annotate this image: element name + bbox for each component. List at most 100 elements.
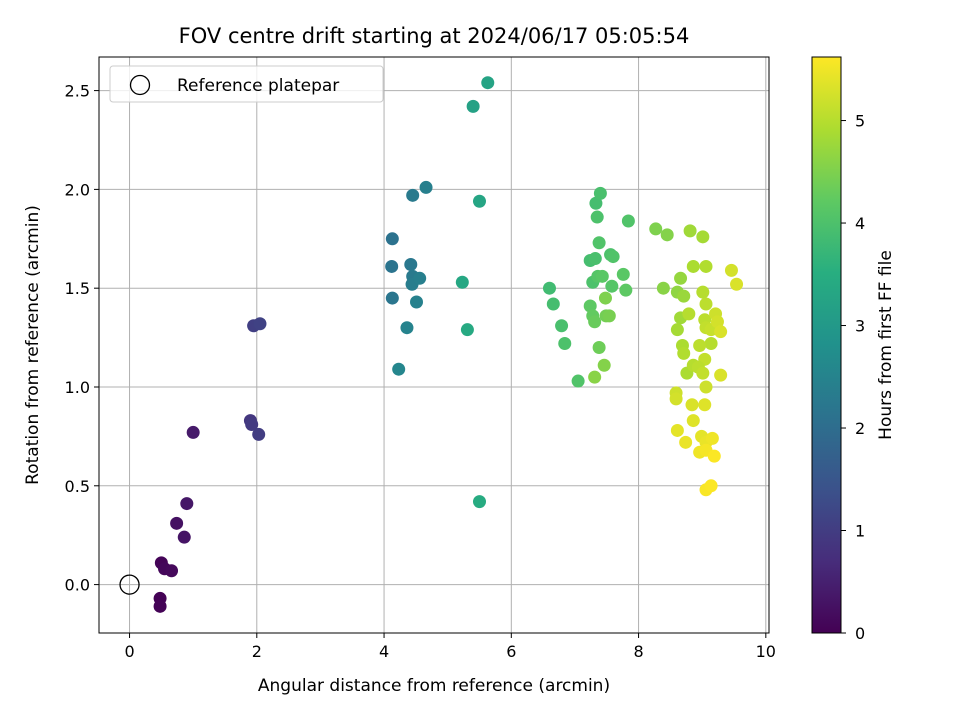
scatter-point [602, 309, 616, 323]
scatter-point [677, 289, 691, 303]
y-axis-ticks: 0.0 0.5 1.0 1.5 2.0 2.5 [65, 82, 99, 595]
scatter-point [177, 530, 191, 544]
scatter-point [542, 281, 556, 295]
scatter-point [670, 423, 684, 437]
scatter-point [253, 317, 267, 331]
scatter-point [619, 283, 633, 297]
y-tick-label: 1.0 [65, 378, 90, 397]
scatter-point [546, 297, 560, 311]
scatter-point [481, 76, 495, 90]
scatter-point [704, 479, 718, 493]
scatter-point [705, 431, 719, 445]
scatter-point [558, 337, 572, 351]
scatter-point [400, 321, 414, 335]
scatter-point [704, 337, 718, 351]
scatter-point [699, 297, 713, 311]
scatter-point [621, 214, 635, 228]
grid [99, 57, 769, 633]
x-tick-label: 2 [252, 642, 262, 661]
legend-marker [129, 74, 151, 96]
colorbar-label: Hours from first FF file [876, 250, 896, 440]
y-tick-label: 0.0 [65, 576, 90, 595]
scatter-point [730, 277, 744, 291]
scatter-point [588, 370, 602, 384]
colorbar: 0 1 2 3 4 5 Hours from first FF file [811, 56, 896, 643]
scatter-point [404, 257, 418, 271]
scatter-point [455, 275, 469, 289]
scatter-point [466, 99, 480, 113]
reference-marker [119, 574, 140, 595]
scatter-point [460, 323, 474, 337]
scatter-point [592, 340, 606, 354]
scatter-point [696, 230, 710, 244]
colorbar-ticks: 0 1 2 3 4 5 [841, 112, 865, 643]
scatter-point [698, 398, 712, 412]
scatter-point [588, 315, 602, 329]
scatter-point [724, 263, 738, 277]
scatter-point [714, 325, 728, 339]
scatter-point [385, 291, 399, 305]
legend-box [109, 65, 384, 103]
y-tick-label: 2.0 [65, 180, 90, 199]
scatter-point [683, 224, 697, 238]
colorbar-tick-label: 2 [855, 419, 865, 438]
x-tick-label: 10 [756, 642, 776, 661]
scatter-point [679, 435, 693, 449]
x-axis-ticks: 0 2 4 6 8 10 [124, 633, 776, 661]
scatter-point [165, 564, 179, 578]
colorbar-tick-label: 0 [855, 624, 865, 643]
scatter-point [714, 368, 728, 382]
colorbar-tick-label: 1 [855, 522, 865, 541]
chart-title: FOV centre drift starting at 2024/06/17 … [179, 24, 690, 48]
scatter-point [170, 516, 184, 530]
plot-frame [98, 56, 770, 634]
scatter-point [153, 599, 167, 613]
scatter-point [419, 180, 433, 194]
scatter-point [686, 259, 700, 273]
scatter-points [153, 76, 744, 613]
scatter-point [660, 228, 674, 242]
scatter-point [682, 307, 696, 321]
scatter-point [616, 267, 630, 281]
scatter-point [696, 285, 710, 299]
scatter-point [252, 427, 266, 441]
y-tick-label: 2.5 [65, 82, 90, 101]
legend-label: Reference platepar [177, 76, 339, 96]
scatter-point [699, 380, 713, 394]
scatter-point [385, 232, 399, 246]
colorbar-tick-label: 4 [855, 214, 865, 233]
y-axis-label: Rotation from reference (arcmin) [23, 205, 43, 485]
scatter-point [392, 362, 406, 376]
scatter-point [590, 210, 604, 224]
scatter-point [606, 250, 620, 264]
scatter-point [649, 222, 663, 236]
scatter-point [696, 366, 710, 380]
scatter-point [595, 269, 609, 283]
scatter-point [685, 398, 699, 412]
colorbar-gradient [811, 56, 842, 634]
x-tick-label: 8 [633, 642, 643, 661]
scatter-point [677, 346, 691, 360]
scatter-point [555, 319, 569, 333]
scatter-point [707, 449, 721, 463]
scatter-point [669, 392, 683, 406]
scatter-point [656, 281, 670, 295]
x-tick-label: 4 [379, 642, 389, 661]
scatter-point [589, 196, 603, 210]
scatter-point [413, 271, 427, 285]
y-tick-label: 1.5 [65, 279, 90, 298]
scatter-point [245, 418, 259, 432]
scatter-point [588, 252, 602, 266]
colorbar-tick-label: 5 [855, 112, 865, 131]
scatter-point [605, 279, 619, 293]
scatter-point [598, 291, 612, 305]
scatter-point [699, 259, 713, 273]
scatter-point [693, 338, 707, 352]
scatter-point [583, 299, 597, 313]
scatter-point [472, 194, 486, 208]
scatter-point [186, 425, 200, 439]
scatter-point [592, 236, 606, 250]
scatter-point [385, 259, 399, 273]
y-tick-label: 0.5 [65, 477, 90, 496]
scatter-point [710, 315, 724, 329]
